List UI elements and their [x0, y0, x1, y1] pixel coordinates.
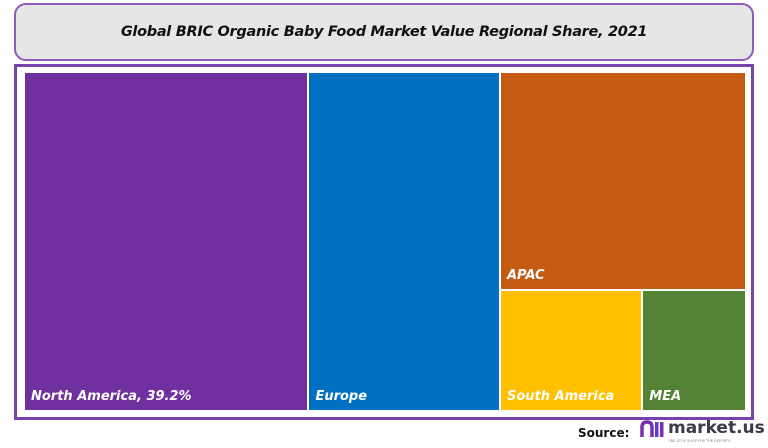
logo-tagline: ONE STOP SHOP FOR THE REPORTS	[668, 439, 731, 443]
treemap-tile-europe: Europe	[309, 73, 499, 410]
treemap-tile-apac: APAC	[501, 73, 745, 289]
treemap-tile-mea: MEA	[643, 291, 745, 410]
market-us-logo: market.us ONE STOP SHOP FOR THE REPORTS	[640, 419, 765, 444]
chart-title-box: Global BRIC Organic Baby Food Market Val…	[14, 3, 754, 61]
market-us-logo-icon	[640, 420, 664, 437]
treemap-label-apac: APAC	[507, 268, 545, 283]
logo-text: market.us	[668, 418, 765, 438]
treemap-label-mea: MEA	[649, 389, 682, 404]
treemap-label-europe: Europe	[315, 389, 368, 404]
logo-words: market.us ONE STOP SHOP FOR THE REPORTS	[668, 419, 765, 444]
treemap-label-south-america: South America	[507, 389, 615, 404]
treemap-tile-north-america: North America, 39.2%	[25, 73, 308, 410]
treemap-tile-south-america: South America	[501, 291, 642, 410]
treemap-label-north-america: North America, 39.2%	[31, 389, 192, 404]
source-label: Source:	[578, 426, 630, 440]
chart-title: Global BRIC Organic Baby Food Market Val…	[120, 24, 648, 40]
